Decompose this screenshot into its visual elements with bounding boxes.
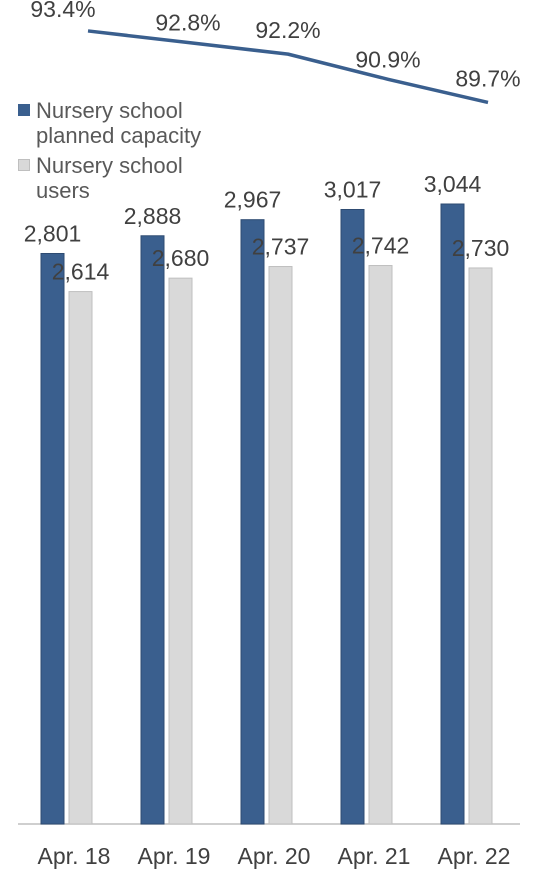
legend-swatch-planned-capacity (18, 104, 30, 116)
data-label-users-0: 2,614 (52, 259, 110, 285)
bar-users-4 (468, 267, 493, 825)
x-tick-label-2: Apr. 20 (238, 843, 311, 869)
ratio-label-4: 89.7% (455, 65, 520, 91)
legend-item-users: Nursery school users (14, 153, 224, 203)
bar-planned-capacity-1 (140, 235, 165, 825)
x-tick-label-0: Apr. 18 (38, 843, 111, 869)
data-label-planned-capacity-4: 3,044 (424, 171, 482, 197)
bar-users-0 (68, 291, 93, 825)
data-label-planned-capacity-3: 3,017 (324, 176, 382, 202)
x-tick-label-1: Apr. 19 (138, 843, 211, 869)
bar-users-1 (168, 277, 193, 825)
legend-swatch-users (18, 159, 30, 171)
ratio-line (87, 29, 489, 105)
bar-users-3 (368, 265, 393, 825)
bar-planned-capacity-3 (340, 208, 365, 825)
x-tick-label-3: Apr. 21 (338, 843, 411, 869)
data-label-planned-capacity-1: 2,888 (124, 203, 182, 229)
legend-label-users: Nursery school users (36, 153, 183, 203)
ratio-label-0: 93.4% (30, 0, 95, 22)
legend-item-planned-capacity: Nursery school planned capacity (14, 98, 224, 148)
bar-planned-capacity-4 (440, 203, 465, 825)
ratio-label-3: 90.9% (355, 46, 420, 72)
data-label-planned-capacity-2: 2,967 (224, 187, 282, 213)
x-tick-label-4: Apr. 22 (438, 843, 511, 869)
ratio-label-1: 92.8% (155, 10, 220, 36)
ratio-label-2: 92.2% (255, 17, 320, 43)
bar-planned-capacity-0 (40, 252, 65, 825)
bar-planned-capacity-2 (240, 219, 265, 825)
data-label-planned-capacity-0: 2,801 (24, 220, 82, 246)
legend-label-planned-capacity: Nursery school planned capacity (36, 98, 202, 148)
data-label-users-4: 2,730 (452, 235, 510, 261)
legend: Nursery school planned capacity Nursery … (14, 98, 224, 208)
data-label-users-2: 2,737 (252, 234, 310, 260)
data-label-users-3: 2,742 (352, 233, 410, 259)
data-label-users-1: 2,680 (152, 245, 210, 271)
bar-users-2 (268, 266, 293, 825)
